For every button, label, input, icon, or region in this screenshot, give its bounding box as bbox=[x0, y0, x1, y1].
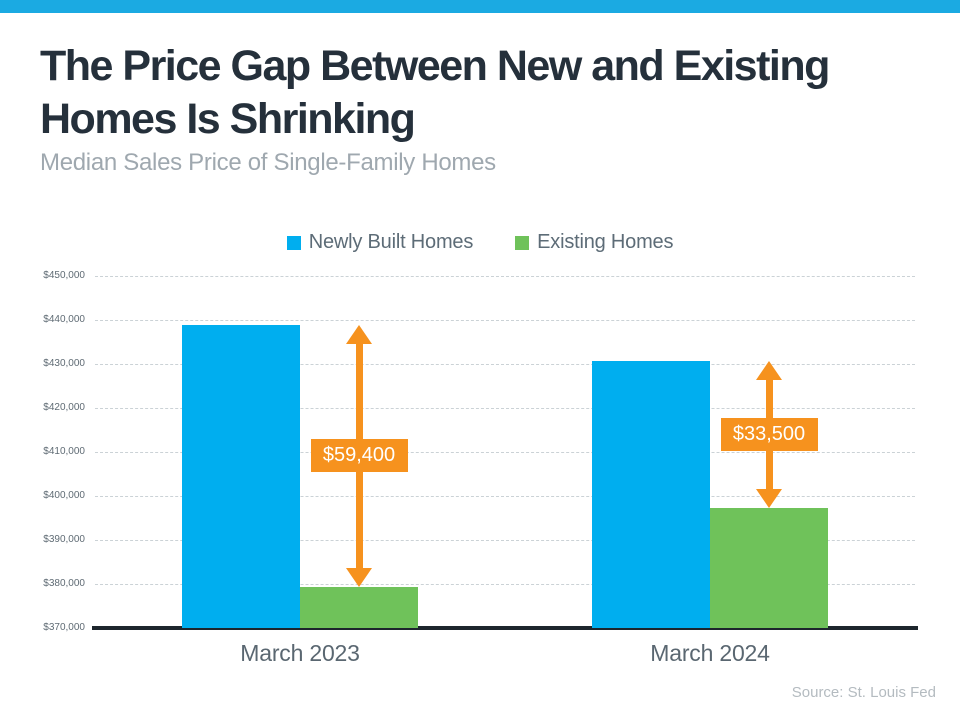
y-axis-tick-label: $430,000 bbox=[43, 358, 85, 369]
gridline bbox=[95, 584, 915, 585]
plot-area: $450,000 $440,000 $430,000 $420,000 $410,000… bbox=[43, 270, 918, 666]
y-axis-tick-label: $410,000 bbox=[43, 446, 85, 457]
y-axis-tick-label: $390,000 bbox=[43, 534, 85, 545]
y-axis-tick-label: $420,000 bbox=[43, 402, 85, 413]
source-note: Source: St. Louis Fed bbox=[791, 684, 936, 701]
top-accent-bar bbox=[0, 0, 960, 13]
bar-newly-built-homes-march-2024 bbox=[592, 360, 710, 628]
legend-swatch-newly-built-icon bbox=[286, 235, 301, 250]
page-subtitle: Median Sales Price of Single-Family Home… bbox=[40, 149, 496, 176]
bar-existing-homes-march-2023 bbox=[300, 586, 418, 628]
gap-label-march-2024: $33,500 bbox=[720, 418, 818, 452]
legend-swatch-existing-icon bbox=[515, 235, 530, 250]
y-axis-tick-label: $380,000 bbox=[43, 578, 85, 589]
legend-label-newly-built: Newly Built Homes bbox=[308, 231, 474, 253]
page-title: The Price Gap Between New and Existing H… bbox=[40, 40, 930, 146]
gridline bbox=[95, 320, 915, 321]
gridline bbox=[95, 276, 915, 277]
x-axis-label-march-2024: March 2024 bbox=[650, 640, 770, 666]
y-axis-tick-label: $370,000 bbox=[43, 622, 85, 633]
gridline bbox=[95, 452, 915, 453]
page-title-line-2: Homes Is Shrinking bbox=[40, 95, 416, 143]
gridline bbox=[95, 540, 915, 541]
gap-arrow-up-icon bbox=[756, 360, 782, 380]
gap-arrow-down-icon bbox=[756, 489, 782, 509]
gap-arrow-down-icon bbox=[346, 567, 372, 587]
x-axis-label-march-2023: March 2023 bbox=[240, 640, 360, 666]
gridline bbox=[95, 364, 915, 365]
gridline bbox=[95, 408, 915, 409]
page-title-line-1: The Price Gap Between New and Existing bbox=[40, 42, 830, 90]
gap-arrow-up-icon bbox=[346, 325, 372, 345]
gridline bbox=[95, 496, 915, 497]
chart-legend: Newly Built Homes Existing Homes bbox=[0, 231, 960, 254]
bar-existing-homes-march-2024 bbox=[710, 508, 828, 628]
legend-item-newly-built-homes: Newly Built Homes bbox=[286, 231, 474, 254]
y-axis-tick-label: $450,000 bbox=[43, 270, 85, 281]
x-axis-line bbox=[92, 626, 918, 630]
bar-newly-built-homes-march-2023 bbox=[182, 325, 300, 628]
y-axis-tick-label: $400,000 bbox=[43, 490, 85, 501]
legend-label-existing: Existing Homes bbox=[537, 231, 674, 253]
y-axis-tick-label: $440,000 bbox=[43, 314, 85, 325]
gap-label-march-2023: $59,400 bbox=[310, 439, 408, 473]
legend-item-existing-homes: Existing Homes bbox=[515, 231, 673, 254]
